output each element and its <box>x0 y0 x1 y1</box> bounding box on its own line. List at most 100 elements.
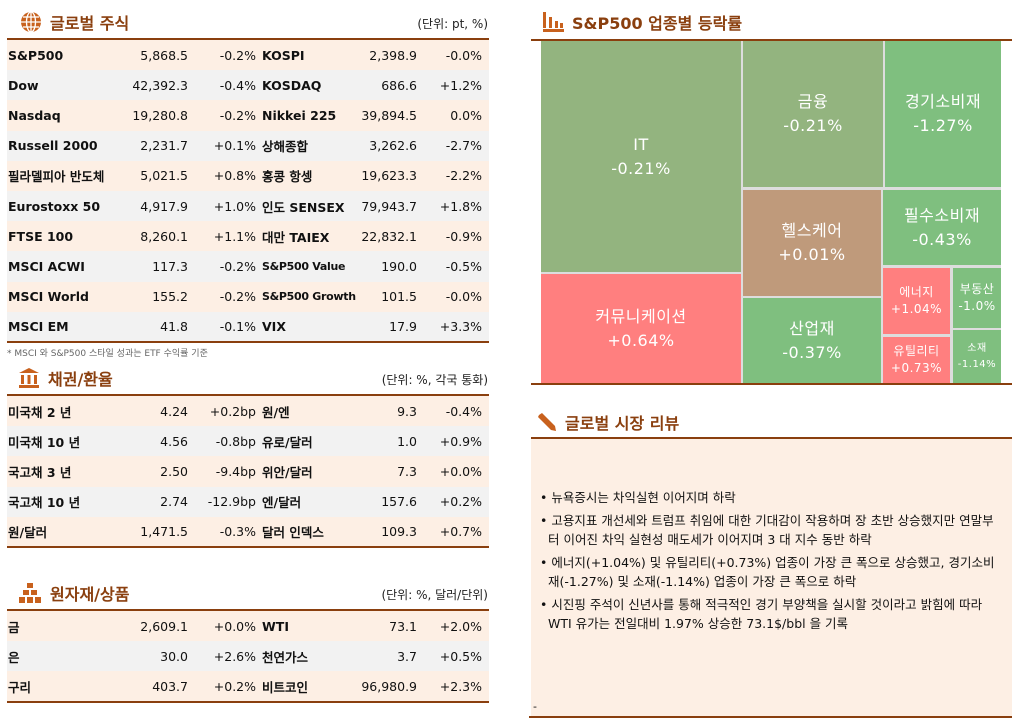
row-value: 5,021.5 <box>140 168 188 184</box>
row-name-2: KOSDAQ <box>262 77 322 93</box>
row-change: -0.2% <box>219 107 256 123</box>
treemap-cell: 소재 -1.14% <box>953 330 1001 383</box>
row-value: 1,471.5 <box>140 524 188 540</box>
treemap-cell: 금융 -0.21% <box>743 41 883 187</box>
row-value: 19,280.8 <box>132 107 188 123</box>
review-bullets: • 뉴욕증시는 차익실현 이어지며 하락 • 고용지표 개선세와 트럼프 취임에… <box>540 488 1000 637</box>
row-change-2: +1.8% <box>439 198 482 214</box>
row-name-2: S&P500 Value <box>262 259 346 273</box>
row-name: 미국채 2 년 <box>8 404 72 420</box>
table-row: 금 2,609.1 +0.0% WTI 73.1 +2.0% <box>7 611 489 642</box>
row-change-2: +1.2% <box>439 77 482 93</box>
review-bullet: • 에너지(+1.04%) 및 유틸리티(+0.73%) 업종이 가장 큰 폭으… <box>540 555 995 589</box>
row-value-2: 9.3 <box>397 403 417 419</box>
row-value-2: 17.9 <box>389 319 417 335</box>
bonds-table: 미국채 2 년 4.24 +0.2bp 원/엔 9.3 -0.4% 미국채 10 년 4.56… <box>7 396 489 547</box>
row-name: S&P500 <box>8 47 64 63</box>
treemap-cell: 에너지 +1.04% <box>883 268 950 334</box>
treemap-cell-value: -0.43% <box>912 229 972 249</box>
row-name: 구리 <box>8 679 32 695</box>
row-change-2: -0.5% <box>445 258 482 274</box>
stocks-footnote: * MSCI 와 S&P500 스타일 성과는 ETF 수익률 기준 <box>7 349 208 359</box>
row-value-2: 39,894.5 <box>361 107 417 123</box>
row-name: Dow <box>8 77 39 93</box>
row-change: -0.4% <box>219 77 256 93</box>
treemap-cell-name: 산업재 <box>789 318 835 338</box>
row-change: -0.3% <box>219 524 256 540</box>
row-value-2: 686.6 <box>381 77 417 93</box>
row-name: 미국채 10 년 <box>8 434 81 450</box>
row-name-2: S&P500 Growth <box>262 290 356 304</box>
row-change: -0.8bp <box>215 433 256 449</box>
row-name-2: Nikkei 225 <box>262 107 337 123</box>
table-row: 국고채 3 년 2.50 -9.4bp 위안/달러 7.3 +0.0% <box>7 456 489 487</box>
table-row: 은 30.0 +2.6% 천연가스 3.7 +0.5% <box>7 641 489 672</box>
row-name-2: 달러 인덱스 <box>262 525 324 541</box>
treemap-cell-name: IT <box>633 134 649 154</box>
treemap-cell-value: +0.73% <box>890 361 943 375</box>
treemap-cell: 부동산 -1.0% <box>953 268 1001 328</box>
row-name-2: 원/엔 <box>262 404 290 420</box>
row-change: -0.2% <box>219 289 256 305</box>
treemap-cell: 산업재 -0.37% <box>743 298 881 383</box>
row-change: +0.2bp <box>209 403 256 419</box>
review-title: 글로벌 시장 리뷰 <box>537 410 679 434</box>
stocks-unit: (단위: pt, %) <box>417 17 488 31</box>
row-name-2: 상해종합 <box>262 139 309 155</box>
row-change: -0.1% <box>219 319 256 335</box>
row-value: 4.24 <box>160 403 188 419</box>
row-change: +1.0% <box>213 198 256 214</box>
row-change-2: 0.0% <box>450 107 482 123</box>
treemap-cell: 경기소비재 -1.27% <box>885 41 1001 187</box>
row-name-2: 위안/달러 <box>262 464 313 480</box>
gold-bars-icon <box>19 583 41 603</box>
row-name: Nasdaq <box>8 107 61 123</box>
row-name: 은 <box>8 649 20 665</box>
row-name: MSCI World <box>8 289 89 305</box>
divider <box>7 38 489 40</box>
treemap-cell-name: 경기소비재 <box>904 92 982 111</box>
review-bullet: • 시진핑 주석이 신년사를 통해 적극적인 경기 부양책을 실시할 것이라고 … <box>540 597 983 631</box>
row-value: 4,917.9 <box>140 198 188 214</box>
row-change: -0.2% <box>219 258 256 274</box>
row-value-2: 190.0 <box>381 258 417 274</box>
stocks-title: 글로벌 주식 <box>20 10 129 34</box>
globe-icon <box>21 11 41 33</box>
treemap-cell-name: 헬스케어 <box>781 221 843 240</box>
row-change: +0.2% <box>213 678 256 694</box>
row-change-2: +2.3% <box>439 678 482 694</box>
treemap-title: S&P500 업종별 등락률 <box>542 10 742 34</box>
row-value: 5,868.5 <box>140 47 188 63</box>
treemap-cell-name: 유틸리티 <box>893 344 940 358</box>
row-value: 155.2 <box>152 289 188 305</box>
table-row: Russell 2000 2,231.7 +0.1% 상해종합 3,262.6 -2.7% <box>7 130 489 161</box>
row-name: Eurostoxx 50 <box>8 198 101 214</box>
row-change-2: -0.0% <box>445 47 482 63</box>
row-name: 금 <box>8 619 20 635</box>
table-row: 미국채 10 년 4.56 -0.8bp 유로/달러 1.0 +0.9% <box>7 426 489 457</box>
treemap-cell: 필수소비재 -0.43% <box>883 190 1001 265</box>
row-name-2: 인도 SENSEX <box>262 199 345 215</box>
row-name: MSCI ACWI <box>8 258 85 274</box>
table-row: 구리 403.7 +0.2% 비트코인 96,980.9 +2.3% <box>7 671 489 702</box>
row-change: +0.1% <box>213 138 256 154</box>
row-change-2: -0.4% <box>445 403 482 419</box>
row-change-2: +3.3% <box>439 319 482 335</box>
row-change-2: -2.2% <box>445 168 482 184</box>
row-change-2: +0.7% <box>439 524 482 540</box>
divider <box>531 437 1012 439</box>
table-row: FTSE 100 8,260.1 +1.1% 대만 TAIEX 22,832.1 -0.9… <box>7 221 489 252</box>
row-change: +0.0% <box>213 618 256 634</box>
treemap-cell-value: -0.21% <box>783 116 843 135</box>
row-value: 403.7 <box>152 678 188 694</box>
row-value: 8,260.1 <box>140 228 188 244</box>
row-value-2: 3.7 <box>397 648 417 664</box>
table-row: Eurostoxx 50 4,917.9 +1.0% 인도 SENSEX 79,943.… <box>7 190 489 222</box>
stocks-table: S&P500 5,868.5 -0.2% KOSPI 2,398.9 -0.0% Dow 42… <box>7 40 489 342</box>
row-name-2: 엔/달러 <box>262 495 302 511</box>
bonds-unit: (단위: %, 각국 통화) <box>381 373 488 387</box>
treemap-cell: IT -0.21% <box>541 41 741 272</box>
row-name: 원/달러 <box>8 525 48 541</box>
treemap-cell-value: -0.37% <box>782 342 842 362</box>
table-row: MSCI EM 41.8 -0.1% VIX 17.9 +3.3% <box>7 311 489 342</box>
